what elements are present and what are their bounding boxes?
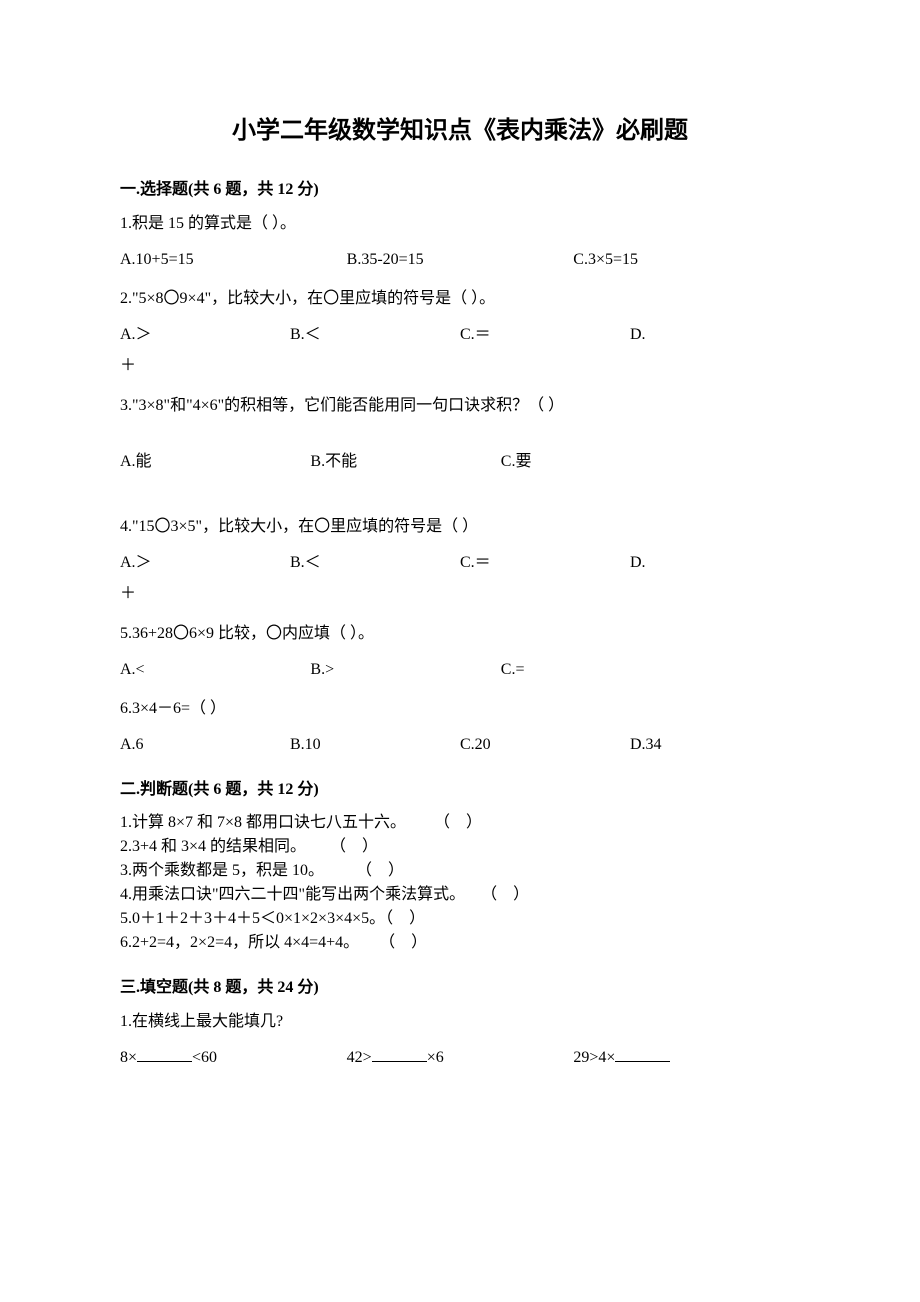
- q6-options: A.6 B.10 C.20 D.34: [120, 732, 800, 758]
- q2-options: A.＞ B.＜ C.＝ D.: [120, 322, 800, 348]
- q6-option-d: D.34: [630, 732, 800, 758]
- q3-text: 3."3×8"和"4×6"的积相等，它们能否能用同一句口诀求积？（ ）: [120, 393, 800, 419]
- fill-1b: <60: [192, 1049, 217, 1066]
- q4-text: 4."15〇3×5"，比较大小，在〇里应填的符号是（ ）: [120, 514, 800, 540]
- q5-text: 5.36+28〇6×9 比较，〇内应填（ ）。: [120, 621, 800, 647]
- section-3-header: 三.填空题(共 8 题，共 24 分): [120, 973, 800, 997]
- q4-option-c: C.＝: [460, 550, 630, 576]
- q1-option-a: A.10+5=15: [120, 247, 347, 273]
- q2-option-b: B.＜: [290, 322, 460, 348]
- question-6: 6.3×4－6=（ ） A.6 B.10 C.20 D.34: [120, 696, 800, 757]
- q5-option-a: A.<: [120, 657, 310, 683]
- fill-2a: 42>: [347, 1049, 372, 1066]
- q2-option-d: D.: [630, 322, 800, 348]
- q4-option-a: A.＞: [120, 550, 290, 576]
- q4-option-b: B.＜: [290, 550, 460, 576]
- section-2-header: 二.判断题(共 6 题，共 12 分): [120, 775, 800, 799]
- q3-option-a: A.能: [120, 449, 310, 475]
- blank-1: [137, 1046, 192, 1062]
- q4-options: A.＞ B.＜ C.＝ D.: [120, 550, 800, 576]
- q6-option-a: A.6: [120, 732, 290, 758]
- q2-option-c: C.＝: [460, 322, 630, 348]
- question-3: 3."3×8"和"4×6"的积相等，它们能否能用同一句口诀求积？（ ） A.能 …: [120, 393, 800, 500]
- q5-option-b: B.>: [310, 657, 500, 683]
- q3-options: A.能 B.不能 C.要: [120, 449, 800, 475]
- judgment-6: 6.2+2=4，2×2=4，所以 4×4=4+4。 （ ）: [120, 931, 800, 955]
- q4-option-d: D.: [630, 550, 800, 576]
- fill-q1-row: 8× <60 42> ×6 29>4×: [120, 1045, 800, 1071]
- q1-option-c: C.3×5=15: [573, 247, 800, 273]
- fill-item-1: 8× <60: [120, 1045, 347, 1071]
- q2-option-a: A.＞: [120, 322, 290, 348]
- judgment-3: 3.两个乘数都是 5，积是 10。 （ ）: [120, 859, 800, 883]
- q1-text: 1.积是 15 的算式是（ ）。: [120, 211, 800, 237]
- blank-3: [615, 1046, 670, 1062]
- fill-2b: ×6: [427, 1049, 444, 1066]
- section-1-header: 一.选择题(共 6 题，共 12 分): [120, 175, 800, 199]
- q1-option-b: B.35-20=15: [347, 247, 574, 273]
- judgment-2: 2.3+4 和 3×4 的结果相同。 （ ）: [120, 835, 800, 859]
- fill-3a: 29>4×: [573, 1049, 615, 1066]
- q5-option-c: C.=: [501, 657, 728, 683]
- q3-option-c: C.要: [501, 449, 728, 475]
- q1-options: A.10+5=15 B.35-20=15 C.3×5=15: [120, 247, 800, 273]
- q2-option-d2: ＋: [120, 353, 800, 379]
- q4-option-d2: ＋: [120, 581, 800, 607]
- question-4: 4."15〇3×5"，比较大小，在〇里应填的符号是（ ） A.＞ B.＜ C.＝…: [120, 514, 800, 607]
- fill-item-3: 29>4×: [573, 1045, 800, 1071]
- question-2: 2."5×8〇9×4"，比较大小，在〇里应填的符号是（ ）。 A.＞ B.＜ C…: [120, 286, 800, 379]
- question-1: 1.积是 15 的算式是（ ）。 A.10+5=15 B.35-20=15 C.…: [120, 211, 800, 272]
- q6-option-c: C.20: [460, 732, 630, 758]
- q3-option-b: B.不能: [310, 449, 500, 475]
- page-title: 小学二年级数学知识点《表内乘法》必刷题: [120, 110, 800, 145]
- q2-text: 2."5×8〇9×4"，比较大小，在〇里应填的符号是（ ）。: [120, 286, 800, 312]
- judgment-4: 4.用乘法口诀"四六二十四"能写出两个乘法算式。 （ ）: [120, 883, 800, 907]
- judgment-5: 5.0＋1＋2＋3＋4＋5＜0×1×2×3×4×5。（ ）: [120, 907, 800, 931]
- q5-options: A.< B.> C.=: [120, 657, 800, 683]
- judgment-1: 1.计算 8×7 和 7×8 都用口诀七八五十六。 （ ）: [120, 811, 800, 835]
- fill-1a: 8×: [120, 1049, 137, 1066]
- question-5: 5.36+28〇6×9 比较，〇内应填（ ）。 A.< B.> C.=: [120, 621, 800, 682]
- fill-question-1: 1.在横线上最大能填几? 8× <60 42> ×6 29>4×: [120, 1009, 800, 1070]
- blank-2: [372, 1046, 427, 1062]
- fill-q1-text: 1.在横线上最大能填几?: [120, 1009, 800, 1035]
- q6-option-b: B.10: [290, 732, 460, 758]
- fill-item-2: 42> ×6: [347, 1045, 574, 1071]
- q6-text: 6.3×4－6=（ ）: [120, 696, 800, 722]
